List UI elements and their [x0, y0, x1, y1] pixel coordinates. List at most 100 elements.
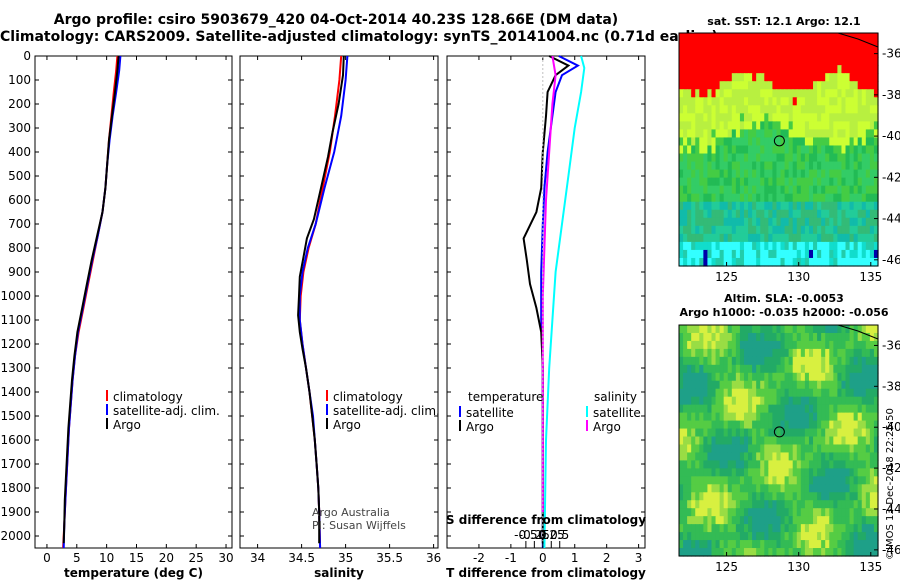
- sla_map-cell: [752, 372, 757, 382]
- sla_map-cell: [768, 500, 774, 509]
- sla_map-cell: [857, 500, 863, 509]
- sla_map-cell: [788, 380, 794, 390]
- sla_map-cell: [772, 325, 778, 334]
- sst_map-cell: [727, 161, 733, 171]
- sst_map-cell: [853, 161, 859, 171]
- sla_map-cell: [699, 516, 704, 525]
- sla_map-cell: [695, 444, 700, 454]
- sla_map-cell: [679, 540, 684, 549]
- sla_map-cell: [764, 476, 769, 485]
- sla_map-cell: [695, 532, 700, 541]
- sla_map-cell: [833, 404, 838, 414]
- sla_map-cell: [808, 468, 814, 477]
- sst_map-cell: [857, 145, 863, 155]
- sst_map-cell: [707, 153, 713, 163]
- sst_map-cell: [679, 193, 684, 203]
- sst_map-cell: [825, 137, 830, 147]
- sst_map-cell: [796, 65, 802, 74]
- sst_map-cell: [743, 113, 749, 122]
- sla_map-cell: [743, 380, 749, 390]
- sst_map-cell: [723, 257, 729, 267]
- sst_map-cell: [873, 217, 879, 227]
- sst_map-cell: [760, 129, 765, 139]
- sst_map-cell: [727, 217, 733, 227]
- sla_map-cell: [764, 396, 769, 406]
- sla_map-cell: [748, 412, 753, 422]
- sla_map-cell: [833, 325, 838, 334]
- sst_map-cell: [829, 121, 834, 131]
- sla_map-cell: [804, 532, 810, 541]
- sst_map-cell: [800, 97, 806, 106]
- sla_map-cell: [768, 348, 774, 358]
- sla_map-cell: [804, 348, 810, 358]
- sst_map-cell: [808, 153, 814, 163]
- sla_map-cell: [841, 364, 847, 374]
- sla_map-cell: [869, 332, 875, 342]
- sla_map-cell: [829, 356, 834, 366]
- sst_map-cell: [780, 113, 786, 122]
- sst_map-cell: [861, 233, 867, 243]
- sla_map-cell: [683, 524, 688, 533]
- sla_map-cell: [776, 428, 782, 438]
- sla_map-cell: [784, 325, 790, 334]
- sla_map-cell: [707, 348, 713, 358]
- sst_map-cell: [776, 233, 782, 243]
- sst_map-cell: [813, 41, 818, 50]
- sst_map-cell: [853, 193, 859, 203]
- sst_map-cell: [699, 57, 704, 66]
- sst_map-cell: [719, 177, 725, 187]
- sla_map-cell: [768, 364, 774, 374]
- sla_map-cell: [760, 372, 765, 382]
- sst_map-cell: [804, 137, 810, 147]
- sst_map-cell: [679, 129, 684, 139]
- sla_map-cell: [804, 372, 810, 382]
- sla_map-cell: [743, 428, 749, 438]
- sla_map-cell: [825, 412, 830, 422]
- sst_map-cell: [861, 241, 867, 251]
- sst_map-cell: [731, 121, 737, 131]
- sla_map-cell: [707, 412, 713, 422]
- sla_map-cell: [764, 340, 769, 350]
- sst_map-cell: [808, 201, 814, 211]
- sst_map-cell: [825, 113, 830, 122]
- sla_map-cell: [792, 340, 798, 350]
- sla_map-cell: [727, 412, 733, 422]
- sla_map-cell: [715, 332, 721, 342]
- sst_map-cell: [727, 233, 733, 243]
- sla_map-cell: [845, 516, 851, 525]
- sst_map-cell: [825, 233, 830, 243]
- sst_map-cell: [764, 33, 769, 42]
- sst_map-cell: [784, 113, 790, 122]
- sst_map-cell: [804, 177, 810, 187]
- sla_map-cell: [821, 500, 826, 509]
- sla_map-cell: [752, 508, 757, 517]
- sla_map-cell: [873, 372, 879, 382]
- sla_map-cell: [865, 476, 871, 485]
- sst_map-cell: [743, 225, 749, 235]
- sla_map-cell: [723, 420, 729, 430]
- sst_map-cell: [808, 193, 814, 203]
- sst_map-cell: [699, 89, 704, 98]
- sst_map-cell: [837, 113, 843, 122]
- sst_map-cell: [683, 89, 688, 98]
- sst_map-cell: [707, 41, 713, 50]
- sla_map-cell: [873, 524, 879, 533]
- sla_map-cell: [699, 532, 704, 541]
- sst_map-cell: [768, 233, 774, 243]
- sst_map-cell: [813, 49, 818, 58]
- sla_map-cell: [800, 380, 806, 390]
- sla_map-cell: [784, 548, 790, 557]
- sla_map-cell: [869, 524, 875, 533]
- sla_map-cell: [715, 468, 721, 477]
- sst_map-cell: [857, 209, 863, 219]
- sst_map-cell: [719, 257, 725, 267]
- sla_map-cell: [764, 348, 769, 358]
- sla_map-cell: [788, 444, 794, 454]
- sla_map-cell: [837, 356, 843, 366]
- sla_map-cell: [865, 372, 871, 382]
- sla_map-cell: [837, 388, 843, 398]
- sla_map-cell: [808, 484, 814, 493]
- sla_map-cell: [821, 388, 826, 398]
- sst_map-cell: [768, 49, 774, 58]
- sla_map-cell: [776, 532, 782, 541]
